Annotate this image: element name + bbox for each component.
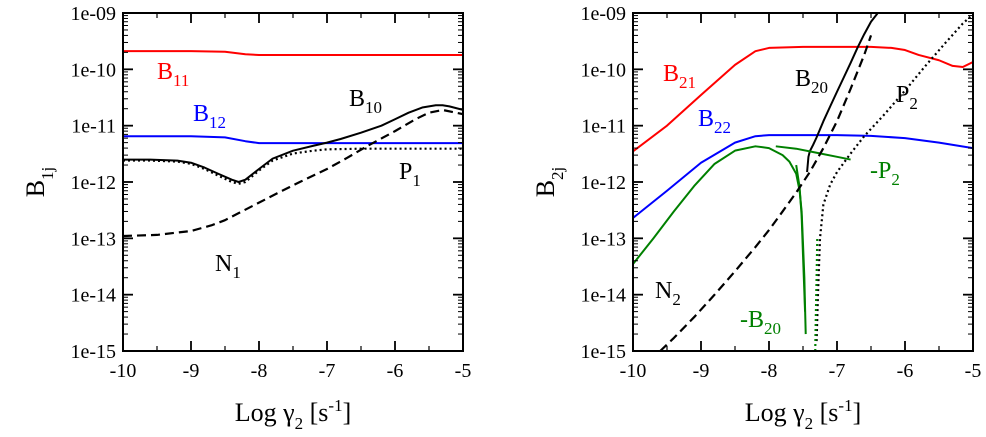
- label-neg-P2: -P2: [870, 158, 900, 189]
- left-y-tick-label: 1e-12: [70, 172, 116, 194]
- right-ticks: [632, 12, 974, 352]
- left-ylabel-sub: 1j: [38, 167, 57, 180]
- left-xlabel-unit-close: ]: [343, 398, 352, 427]
- label-B10: B10: [349, 86, 382, 117]
- left-y-tick-label: 1e-10: [70, 59, 116, 81]
- label-P1: P1: [399, 159, 421, 190]
- label-neg-B20: -B20: [740, 307, 781, 338]
- left-xlabel-sub: 2: [295, 414, 304, 433]
- right-xlabel: Log γ: [745, 398, 805, 427]
- left-y-tick-label: 1e-14: [70, 285, 116, 307]
- right-series-b22-line: [633, 134, 973, 219]
- left-y-tick-label: 1e-15: [70, 341, 116, 363]
- left-x-tick-label: -9: [183, 360, 200, 382]
- right-y-tick-label: 1e-10: [580, 59, 626, 81]
- left-xlabel: Log γ: [235, 398, 295, 427]
- left-series-b12-line: [123, 135, 463, 145]
- left-series-b11-line: [123, 50, 463, 56]
- label-B11: B11: [157, 59, 189, 90]
- right-series-p2-line: [815, 13, 973, 342]
- right-y-tick-label: 1e-09: [580, 3, 626, 25]
- left-y-axis-title: B1j: [21, 167, 57, 198]
- right-series-b20-line: [806, 13, 879, 173]
- left-x-tick-label: -7: [319, 360, 336, 382]
- label-N2: N2: [655, 278, 681, 309]
- right-ylabel-sub: 2j: [548, 167, 567, 180]
- left-x-tick-label: -8: [251, 360, 268, 382]
- right-series-layer: [633, 13, 973, 351]
- right-tick-labels: -10 -9 -8 -7 -6 -5 1e-15 1e-14 1e-13 1e-12 1e-11 1e…: [580, 3, 981, 382]
- svg-text:B2j: B2j: [531, 167, 567, 198]
- left-ticks: [122, 12, 464, 352]
- label-B20: B20: [795, 66, 828, 97]
- left-series-b10-line: [123, 104, 463, 183]
- left-tick-labels: -10 -9 -8 -7 -6 -5 1e-15 1e-14 1e-13 1e-12 1e-11 1e…: [70, 3, 471, 382]
- left-xlabel-unit-open: [s: [303, 398, 328, 427]
- right-y-tick-label: 1e-14: [580, 285, 626, 307]
- label-B21: B21: [663, 61, 696, 92]
- right-panel: -10 -9 -8 -7 -6 -5 1e-15 1e-14 1e-13 1e-12 1e-11 1e…: [531, 3, 981, 433]
- svg-text:B1j: B1j: [21, 167, 57, 198]
- right-x-tick-label: -5: [965, 360, 982, 382]
- left-ylabel: B: [21, 180, 50, 197]
- left-x-axis-title: Log γ2 [s-1]: [235, 396, 352, 433]
- left-x-tick-label: -5: [455, 360, 472, 382]
- left-series-layer: [123, 50, 463, 238]
- left-y-tick-label: 1e-09: [70, 3, 116, 25]
- right-xlabel-unit-close: ]: [853, 398, 862, 427]
- right-y-tick-label: 1e-11: [581, 116, 626, 138]
- left-series-p1-line: [123, 147, 463, 185]
- right-series--p2-branch--line: [775, 145, 851, 161]
- left-panel: -10 -9 -8 -7 -6 -5 1e-15 1e-14 1e-13 1e-12 1e-11 1e…: [21, 3, 471, 433]
- right-y-tick-label: 1e-13: [580, 228, 626, 250]
- right-xlabel-unit-open: [s: [813, 398, 838, 427]
- right-y-tick-label: 1e-15: [580, 341, 626, 363]
- label-N1: N1: [215, 251, 241, 282]
- left-x-tick-label: -10: [110, 360, 137, 382]
- right-x-tick-label: -10: [620, 360, 647, 382]
- right-plot-frame: [632, 12, 974, 352]
- label-P2: P2: [896, 82, 918, 113]
- left-y-tick-label: 1e-11: [71, 116, 116, 138]
- right-series-n2-line: [659, 35, 873, 351]
- right-series-b21-line: [633, 45, 973, 153]
- left-series-n1-line: [123, 108, 463, 238]
- label-B22: B22: [698, 106, 731, 137]
- right-y-tick-label: 1e-12: [580, 172, 626, 194]
- right-ylabel: B: [531, 180, 560, 197]
- right-xlabel-unit-sup: -1: [838, 396, 852, 415]
- right-series--b20-dotted-line: [814, 238, 819, 351]
- right-x-tick-label: -8: [761, 360, 778, 382]
- left-y-tick-label: 1e-13: [70, 228, 116, 250]
- right-x-tick-label: -7: [829, 360, 846, 382]
- right-x-tick-label: -9: [693, 360, 710, 382]
- label-B12: B12: [193, 101, 226, 132]
- right-xlabel-sub: 2: [805, 414, 814, 433]
- right-x-axis-title: Log γ2 [s-1]: [745, 396, 862, 433]
- right-series--p2-line: [633, 145, 807, 335]
- left-xlabel-unit-sup: -1: [328, 396, 342, 415]
- left-x-tick-label: -6: [387, 360, 404, 382]
- right-y-axis-title: B2j: [531, 167, 567, 198]
- right-x-tick-label: -6: [897, 360, 914, 382]
